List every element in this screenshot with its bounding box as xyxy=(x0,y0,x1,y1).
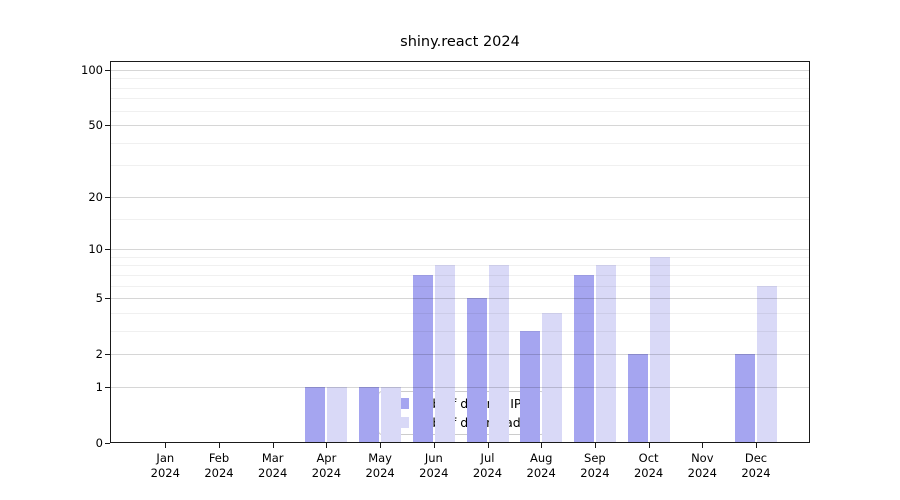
gridline-minor xyxy=(110,312,810,314)
x-tick-label: Mar 2024 xyxy=(258,451,288,480)
y-tick-label: 50 xyxy=(88,118,103,133)
y-tick xyxy=(105,249,110,251)
x-tick-label: Sep 2024 xyxy=(580,451,610,480)
x-tick xyxy=(165,443,167,448)
gridline-major xyxy=(110,70,810,71)
gridline-minor xyxy=(110,142,810,144)
gridline-minor xyxy=(110,87,810,89)
y-tick-label: 0 xyxy=(95,436,103,450)
bar-distinct-ips-apr xyxy=(305,386,326,443)
x-tick-label: May 2024 xyxy=(365,451,395,480)
x-tick xyxy=(648,443,650,448)
x-tick xyxy=(487,443,489,448)
x-tick-label: Dec 2024 xyxy=(741,451,771,480)
legend-item: Nb of downloads xyxy=(385,415,536,430)
bar-distinct-ips-jul xyxy=(466,298,487,443)
gridline-minor xyxy=(110,256,810,258)
x-tick xyxy=(594,443,596,448)
gridline-minor xyxy=(110,78,810,80)
x-tick xyxy=(272,443,274,448)
x-tick xyxy=(326,443,328,448)
gridline-major xyxy=(110,298,810,300)
gridline-major xyxy=(110,386,810,388)
x-tick xyxy=(380,443,382,448)
gridline-major xyxy=(110,354,810,356)
x-tick-label: Apr 2024 xyxy=(311,451,342,480)
bar-distinct-ips-sep xyxy=(573,274,594,443)
x-tick xyxy=(433,443,435,448)
bar-distinct-ips-dec xyxy=(735,354,755,443)
x-tick xyxy=(219,443,220,448)
y-tick xyxy=(105,386,110,388)
y-tick-label: 10 xyxy=(88,242,103,257)
gridline-minor xyxy=(110,265,810,267)
bar-downloads-sep xyxy=(595,265,616,443)
x-tick-label: Aug 2024 xyxy=(526,451,556,480)
x-tick-label: Jun 2024 xyxy=(419,451,449,480)
bar-downloads-aug xyxy=(542,312,563,443)
legend-item: Nb of distinct IPs xyxy=(385,396,536,411)
y-tick xyxy=(105,443,110,444)
x-tick xyxy=(702,443,704,448)
x-tick-label: Jan 2024 xyxy=(150,451,180,480)
bar-distinct-ips-aug xyxy=(520,330,541,443)
y-tick xyxy=(105,125,110,127)
bar-downloads-may xyxy=(381,386,402,443)
y-tick xyxy=(105,70,110,71)
gridline-minor xyxy=(110,285,810,287)
x-tick-label: Oct 2024 xyxy=(633,451,664,480)
x-tick-label: Feb 2024 xyxy=(204,451,234,480)
y-tick-label: 2 xyxy=(95,347,103,362)
gridline-major xyxy=(110,125,810,127)
gridline-major xyxy=(110,249,810,251)
plot-frame xyxy=(110,61,810,443)
bar-downloads-dec xyxy=(757,285,777,443)
bar-downloads-oct xyxy=(649,256,670,443)
x-tick xyxy=(541,443,543,448)
gridline-major xyxy=(110,196,810,198)
bar-distinct-ips-jun xyxy=(412,274,433,443)
y-tick xyxy=(105,196,110,198)
y-tick-label: 20 xyxy=(88,189,103,204)
gridline-minor xyxy=(110,218,810,220)
y-tick-label: 1 xyxy=(95,379,103,394)
y-tick-label: 100 xyxy=(81,63,103,77)
bar-distinct-ips-oct xyxy=(627,354,648,443)
bar-distinct-ips-may xyxy=(359,386,380,443)
chart-title: shiny.react 2024 xyxy=(400,34,520,50)
gridline-minor xyxy=(110,165,810,167)
y-tick xyxy=(105,354,110,356)
gridline-minor xyxy=(110,274,810,276)
x-tick-label: Jul 2024 xyxy=(472,451,503,480)
y-tick-label: 5 xyxy=(95,291,103,306)
gridline-minor xyxy=(110,330,810,332)
gridline-minor xyxy=(110,110,810,112)
bar-downloads-apr xyxy=(327,386,348,443)
x-tick-label: Nov 2024 xyxy=(687,451,717,480)
bar-downloads-jun xyxy=(434,265,455,443)
x-tick xyxy=(756,443,757,448)
y-tick xyxy=(105,298,110,300)
bar-downloads-jul xyxy=(488,265,509,443)
gridline-minor xyxy=(110,98,810,100)
